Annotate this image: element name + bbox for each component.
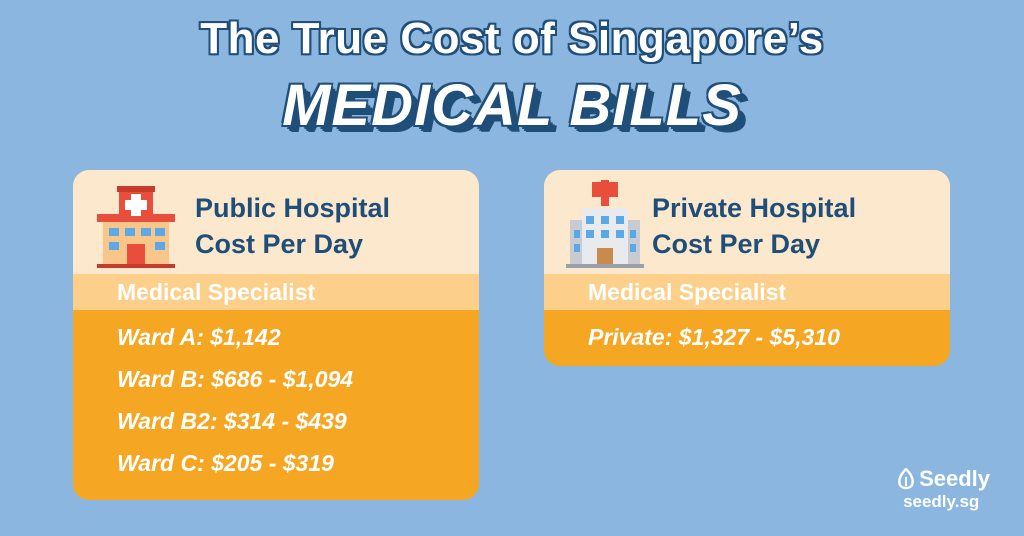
private-card-heading-line-1: Private Hospital	[652, 193, 857, 223]
private-row-private: Private: $1,327 - $5,310	[588, 324, 840, 350]
private-card-rows: Private: $1,327 - $5,310	[544, 310, 950, 366]
public-hospital-icon	[97, 186, 175, 268]
private-hospital-icon	[566, 180, 644, 268]
public-card-heading-line-2: Cost Per Day	[195, 229, 364, 259]
private-card-heading-line-2: Cost Per Day	[652, 229, 821, 259]
public-row-ward-b: Ward B: $686 - $1,094	[117, 366, 354, 392]
private-card-header: Private Hospital Cost Per Day	[544, 170, 950, 274]
public-card-header: Public Hospital Cost Per Day	[73, 170, 479, 274]
public-hospital-card: Public Hospital Cost Per Day Medical Spe…	[73, 170, 479, 500]
public-card-heading-line-1: Public Hospital	[195, 193, 391, 223]
public-card-subheading: Medical Specialist	[73, 274, 479, 310]
seedly-logo: Seedly seedly.sg	[897, 466, 990, 512]
public-row-ward-a: Ward A: $1,142	[117, 324, 281, 350]
private-card-heading: Private Hospital Cost Per Day	[652, 190, 856, 262]
seedly-brand-name: Seedly	[919, 466, 990, 491]
private-hospital-card: Private Hospital Cost Per Day Medical Sp…	[544, 170, 950, 366]
public-card-heading: Public Hospital Cost Per Day	[195, 190, 390, 262]
public-row-ward-b2: Ward B2: $314 - $439	[117, 408, 347, 434]
private-card-subheading: Medical Specialist	[544, 274, 950, 310]
public-row-ward-c: Ward C: $205 - $319	[117, 450, 334, 476]
seed-logo-icon	[898, 468, 915, 490]
seedly-url: seedly.sg	[903, 492, 980, 511]
public-card-rows: Ward A: $1,142 Ward B: $686 - $1,094 War…	[73, 310, 479, 494]
title-line-2: MEDICAL BILLS	[282, 73, 742, 138]
seedly-brand: Seedly	[897, 466, 990, 492]
title-line-1: The True Cost of Singapore’s	[200, 14, 824, 63]
